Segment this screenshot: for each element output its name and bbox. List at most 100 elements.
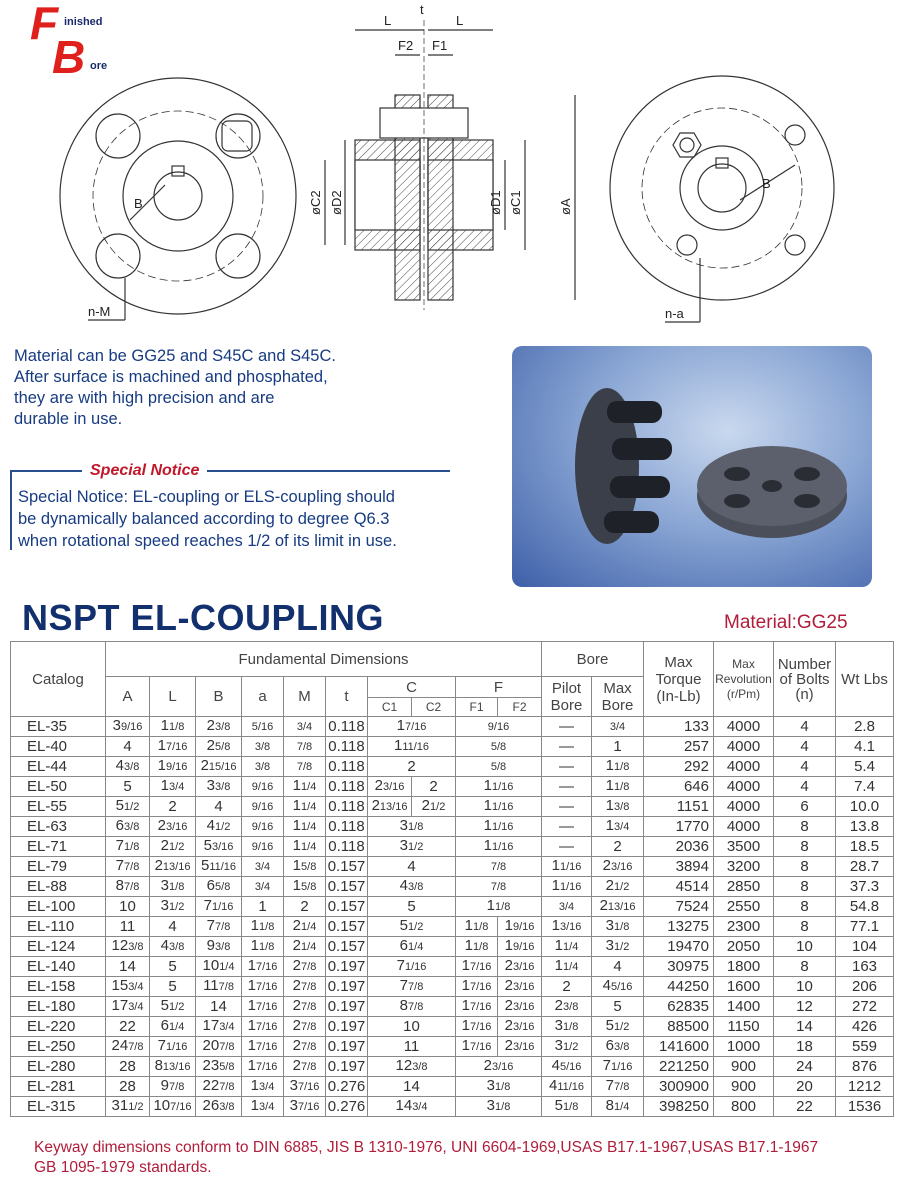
cell-t: 0.118	[325, 836, 368, 857]
cell-L: 31/8	[149, 876, 196, 897]
cell-pilot-bore: 11/16	[541, 856, 592, 877]
cell-M: 27/8	[283, 996, 326, 1017]
header-F2: F2	[497, 697, 542, 717]
cell-max-torque: 646	[643, 776, 714, 797]
cell-catalog: EL-100	[10, 896, 106, 917]
cell-max-revolution: 900	[713, 1056, 774, 1077]
table-row: EL-35 39/16 11/8 23/8 5/16 3/4 0.118 17/16 9/16—…	[10, 716, 894, 737]
cell-catalog: EL-50	[10, 776, 106, 797]
cell-bolts: 12	[773, 996, 836, 1017]
cell-weight: 10.0	[835, 796, 894, 817]
cell-C2: 21/2	[411, 796, 456, 817]
intro-line: durable in use.	[14, 410, 123, 428]
cell-bolts: 24	[773, 1056, 836, 1077]
cell-max-revolution: 3200	[713, 856, 774, 877]
cell-a: 17/16	[241, 996, 284, 1017]
cell-M: 15/8	[283, 876, 326, 897]
cell-F1: 17/16	[455, 996, 498, 1017]
logo-word-finished: inished	[64, 16, 103, 28]
header-t: t	[325, 676, 368, 717]
cell-max-bore: 31/8	[591, 916, 644, 937]
section-view	[324, 20, 576, 310]
header-B: B	[195, 676, 242, 717]
table-row: EL-158 153/4 5 117/8 17/16 27/8 0.197 77/8 17/16…	[10, 976, 894, 997]
cell-bolts: 8	[773, 876, 836, 897]
cell-weight: 4.1	[835, 736, 894, 757]
cell-bolts: 18	[773, 1036, 836, 1057]
table-row: EL-124 123/8 43/8 93/8 11/8 21/4 0.157 61/4 11/8…	[10, 936, 894, 957]
table-row: EL-100 10 31/2 71/16 1 2 0.157 5 11/8 3/4 213/16 75…	[10, 896, 894, 917]
cell-max-revolution: 1150	[713, 1016, 774, 1037]
cell-catalog: EL-250	[10, 1036, 106, 1057]
header-C1: C1	[367, 697, 412, 717]
cell-max-bore: 51/2	[591, 1016, 644, 1037]
cell-B: 215/16	[195, 756, 242, 777]
cell-pilot-bore: 11/4	[541, 936, 592, 957]
cell-t: 0.118	[325, 716, 368, 737]
cell-C: 17/16	[367, 716, 456, 737]
cell-max-revolution: 2850	[713, 876, 774, 897]
cell-C: 2	[367, 756, 456, 777]
cell-M: 21/4	[283, 936, 326, 957]
cell-weight: 18.5	[835, 836, 894, 857]
cell-M: 11/4	[283, 796, 326, 817]
cell-a: 13/4	[241, 1076, 284, 1097]
cell-M: 11/4	[283, 776, 326, 797]
cell-max-revolution: 1000	[713, 1036, 774, 1057]
cell-max-revolution: 4000	[713, 816, 774, 837]
label-F1: F1	[432, 38, 447, 53]
rev-max: Max	[732, 656, 755, 671]
cell-max-revolution: 1600	[713, 976, 774, 997]
header-F: F	[455, 676, 542, 698]
cell-t: 0.197	[325, 1036, 368, 1057]
material-label: Material:GG25	[724, 612, 848, 633]
header-catalog: Catalog	[10, 641, 106, 717]
cell-max-bore: 71/16	[591, 1056, 644, 1077]
cell-L: 43/8	[149, 936, 196, 957]
cell-catalog: EL-140	[10, 956, 106, 977]
cell-M: 7/8	[283, 736, 326, 757]
cell-B: 235/8	[195, 1056, 242, 1077]
header-a: a	[241, 676, 284, 717]
cell-bolts: 8	[773, 836, 836, 857]
logo-letter-f: F	[30, 0, 59, 49]
cell-t: 0.157	[325, 896, 368, 917]
cell-catalog: EL-180	[10, 996, 106, 1017]
cell-F: 31/8	[455, 1076, 542, 1097]
cell-C: 4	[367, 856, 456, 877]
header-max-torque: Max Torque (In-Lb)	[643, 641, 714, 717]
cell-C1: 23/16	[367, 776, 412, 797]
cell-t: 0.157	[325, 916, 368, 937]
cell-max-torque: 44250	[643, 976, 714, 997]
header-weight: Wt Lbs	[835, 641, 894, 717]
cell-M: 21/4	[283, 916, 326, 937]
cell-max-torque: 292	[643, 756, 714, 777]
cell-a: 9/16	[241, 776, 284, 797]
cell-C: 31/2	[367, 836, 456, 857]
cell-max-bore: 13/8	[591, 796, 644, 817]
cell-pilot-bore: 2	[541, 976, 592, 997]
specifications-table: Catalog Fundamental Dimensions Bore Max …	[10, 641, 894, 1117]
header-fundamental-dimensions: Fundamental Dimensions	[105, 641, 542, 677]
cell-max-bore: 45/16	[591, 976, 644, 997]
cell-A: 311/2	[105, 1096, 150, 1117]
cell-C: 10	[367, 1016, 456, 1037]
cell-t: 0.118	[325, 756, 368, 777]
cell-weight: 1536	[835, 1096, 894, 1117]
cell-F: 23/16	[455, 1056, 542, 1077]
cell-M: 11/4	[283, 836, 326, 857]
cell-max-bore: 4	[591, 956, 644, 977]
cell-C: 143/4	[367, 1096, 456, 1117]
cell-bolts: 4	[773, 716, 836, 737]
cell-B: 25/8	[195, 736, 242, 757]
cell-L: 5	[149, 976, 196, 997]
cell-pilot-bore: —	[541, 776, 592, 797]
cell-A: 87/8	[105, 876, 150, 897]
cell-bolts: 8	[773, 856, 836, 877]
cell-pilot-bore: 3/4	[541, 896, 592, 917]
label-C1: øC1	[508, 190, 523, 215]
cell-max-revolution: 2550	[713, 896, 774, 917]
cell-A: 123/8	[105, 936, 150, 957]
cell-A: 22	[105, 1016, 150, 1037]
cell-M: 37/16	[283, 1096, 326, 1117]
